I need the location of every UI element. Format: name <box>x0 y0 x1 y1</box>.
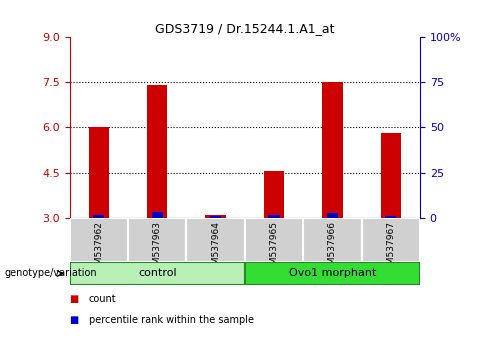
Bar <box>93 215 105 218</box>
Title: GDS3719 / Dr.15244.1.A1_at: GDS3719 / Dr.15244.1.A1_at <box>155 22 335 35</box>
Text: GSM537962: GSM537962 <box>94 221 103 276</box>
Bar <box>245 262 420 285</box>
Text: ■: ■ <box>70 315 79 325</box>
Bar <box>361 218 420 262</box>
Text: percentile rank within the sample: percentile rank within the sample <box>89 315 254 325</box>
Bar <box>303 218 361 262</box>
Bar <box>128 218 186 262</box>
Bar <box>152 212 163 218</box>
Bar <box>147 85 168 218</box>
Text: GSM537966: GSM537966 <box>328 221 337 276</box>
Text: GSM537967: GSM537967 <box>386 221 396 276</box>
Text: Ovo1 morphant: Ovo1 morphant <box>288 268 376 279</box>
Text: GSM537964: GSM537964 <box>211 221 220 276</box>
Text: GSM537963: GSM537963 <box>153 221 162 276</box>
Bar <box>322 82 343 218</box>
Text: count: count <box>89 294 117 304</box>
Text: genotype/variation: genotype/variation <box>5 268 97 279</box>
Bar <box>327 213 338 218</box>
Text: ■: ■ <box>70 294 79 304</box>
Text: control: control <box>138 268 177 279</box>
Bar <box>186 218 245 262</box>
Text: GSM537965: GSM537965 <box>269 221 278 276</box>
Bar <box>381 133 401 218</box>
Bar <box>210 216 221 218</box>
Bar <box>205 215 226 218</box>
Bar <box>268 215 280 218</box>
Bar <box>245 218 303 262</box>
Bar <box>89 127 109 218</box>
Bar <box>70 218 128 262</box>
Bar <box>70 262 245 285</box>
Bar <box>385 216 396 218</box>
Bar <box>264 171 284 218</box>
